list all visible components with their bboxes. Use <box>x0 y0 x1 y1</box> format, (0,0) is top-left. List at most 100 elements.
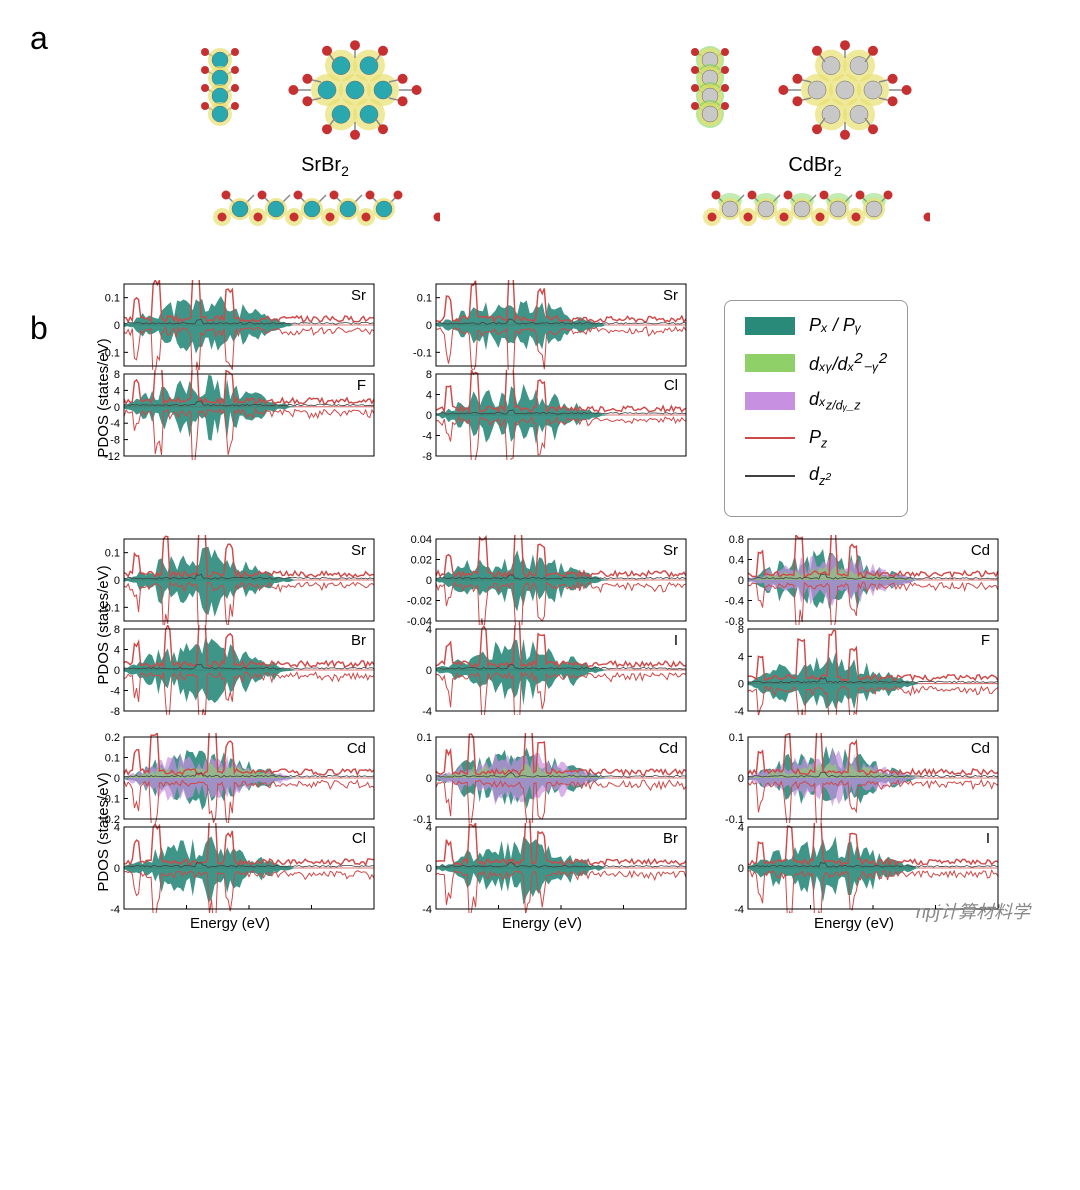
legend-item: Pₓ / Pᵧ <box>745 315 887 336</box>
pdos-chart-Cl: -404Cl-2-1012 <box>80 823 380 913</box>
structure-chain-view <box>700 179 930 234</box>
svg-text:-4: -4 <box>110 685 120 697</box>
svg-text:0: 0 <box>114 402 120 414</box>
pdos-chart-Cl: -8-4048Cl <box>392 370 692 460</box>
pdos-ylabel: PDOS (states/eV) <box>95 773 112 892</box>
svg-text:0.1: 0.1 <box>417 733 432 744</box>
svg-text:2: 2 <box>371 912 378 913</box>
svg-text:4: 4 <box>426 823 432 834</box>
svg-text:-8: -8 <box>110 706 120 715</box>
svg-text:0: 0 <box>738 678 744 690</box>
svg-text:0: 0 <box>426 773 432 785</box>
svg-text:1: 1 <box>308 912 315 913</box>
svg-text:0: 0 <box>738 575 744 587</box>
svg-text:0: 0 <box>114 665 120 677</box>
pdos-row: PDOS (states/eV) -0.2-0.100.10.2Cd -404C… <box>80 733 1060 932</box>
pdos-chart-Cd: -0.2-0.100.10.2Cd <box>80 733 380 823</box>
svg-text:-0.1: -0.1 <box>725 814 744 823</box>
svg-text:8: 8 <box>114 625 120 636</box>
svg-text:-8: -8 <box>422 451 432 460</box>
structure-side-view <box>685 40 735 140</box>
pdos-row: PDOS (states/eV) -0.100.1Sr -8-4048Br -0… <box>80 535 1060 715</box>
svg-text:-2: -2 <box>119 912 130 913</box>
svg-text:0: 0 <box>558 912 565 913</box>
svg-text:-4: -4 <box>734 706 744 715</box>
svg-text:Sr: Sr <box>663 542 678 559</box>
pdos-pair: -0.100.1Sr -8-4048Cl <box>392 280 692 517</box>
legend-label: dₓᵧ/dₓ2₋ᵧ2 <box>809 350 887 375</box>
svg-text:0.4: 0.4 <box>729 554 744 566</box>
svg-text:Cd: Cd <box>347 740 366 757</box>
svg-text:4: 4 <box>114 385 120 397</box>
watermark: npj计算材料学 <box>916 898 1030 924</box>
svg-text:Cd: Cd <box>971 542 990 559</box>
svg-text:-4: -4 <box>422 706 432 715</box>
svg-text:-0.1: -0.1 <box>413 814 432 823</box>
pdos-row: PDOS (states/eV) -0.100.1Sr -12-8-4048F … <box>80 280 1060 517</box>
svg-text:4: 4 <box>738 651 744 663</box>
svg-text:8: 8 <box>738 625 744 636</box>
pdos-xlabel: Energy (eV) <box>392 915 692 932</box>
svg-text:2: 2 <box>683 912 690 913</box>
legend-item: Pz <box>745 427 887 451</box>
legend-item: dz2 <box>745 464 887 488</box>
svg-text:0: 0 <box>426 863 432 875</box>
pdos-legend: Pₓ / Pᵧdₓᵧ/dₓ2₋ᵧ2dₓz/dᵧ_zPzdz2 <box>724 300 908 517</box>
pdos-chart-Cd: -0.8-0.400.40.8Cd <box>704 535 1004 625</box>
svg-text:8: 8 <box>426 370 432 381</box>
svg-text:0.1: 0.1 <box>729 733 744 744</box>
legend-label: dz2 <box>809 464 831 488</box>
pdos-chart-Sr: -0.100.1Sr <box>80 280 380 370</box>
legend-label: Pz <box>809 427 827 451</box>
svg-text:Cl: Cl <box>352 830 366 847</box>
svg-text:1: 1 <box>620 912 627 913</box>
svg-text:8: 8 <box>114 370 120 381</box>
svg-text:0: 0 <box>870 912 877 913</box>
svg-text:-1: -1 <box>493 912 504 913</box>
svg-text:0.1: 0.1 <box>417 293 432 305</box>
panel-b-label: b <box>30 310 48 347</box>
structure-side-view <box>195 40 245 140</box>
svg-text:-0.04: -0.04 <box>407 616 432 625</box>
svg-text:0.8: 0.8 <box>729 535 744 546</box>
svg-text:-2: -2 <box>743 912 754 913</box>
structure-SrBr2: SrBr2 <box>195 30 455 240</box>
svg-text:Sr: Sr <box>351 287 366 304</box>
pdos-xlabel: Energy (eV) <box>80 915 380 932</box>
pdos-chart-Sr: -0.100.1Sr <box>80 535 380 625</box>
pdos-chart-Br: -8-4048Br <box>80 625 380 715</box>
svg-text:0: 0 <box>426 410 432 422</box>
svg-text:0.1: 0.1 <box>105 752 120 764</box>
svg-text:4: 4 <box>426 390 432 402</box>
structure-label: CdBr2 <box>685 154 945 179</box>
pdos-chart-Br: -404Br-2-1012 <box>392 823 692 913</box>
svg-text:-0.4: -0.4 <box>725 595 744 607</box>
svg-text:Br: Br <box>663 830 678 847</box>
svg-text:Cd: Cd <box>659 740 678 757</box>
panel-a-label: a <box>30 20 48 57</box>
svg-text:I: I <box>674 632 678 649</box>
svg-text:0: 0 <box>114 575 120 587</box>
pdos-ylabel: PDOS (states/eV) <box>95 339 112 458</box>
svg-text:0: 0 <box>114 863 120 875</box>
pdos-chart-Cd: -0.100.1Cd <box>704 733 1004 823</box>
pdos-chart-Cd: -0.1 0 0.1 Cd <box>392 733 692 823</box>
svg-text:0: 0 <box>246 912 253 913</box>
pdos-pair: PDOS (states/eV) -0.100.1Sr -12-8-4048F <box>80 280 380 517</box>
pdos-chart-F: -4048F <box>704 625 1004 715</box>
svg-text:0.1: 0.1 <box>105 293 120 305</box>
pdos-pair: -0.8-0.400.40.8Cd -4048F <box>704 535 1004 715</box>
svg-text:0.1: 0.1 <box>105 547 120 559</box>
svg-text:4: 4 <box>114 644 120 656</box>
svg-text:0: 0 <box>426 320 432 332</box>
svg-text:0: 0 <box>114 773 120 785</box>
structure-top-view <box>255 30 455 150</box>
svg-text:I: I <box>986 830 990 847</box>
pdos-pair: PDOS (states/eV) -0.100.1Sr -8-4048Br <box>80 535 380 715</box>
svg-text:Cd: Cd <box>971 740 990 757</box>
svg-text:0: 0 <box>738 863 744 875</box>
svg-text:0: 0 <box>426 665 432 677</box>
pdos-chart-Sr: -0.100.1Sr <box>392 280 692 370</box>
pdos-chart-I: -404I <box>392 625 692 715</box>
svg-text:-1: -1 <box>805 912 816 913</box>
